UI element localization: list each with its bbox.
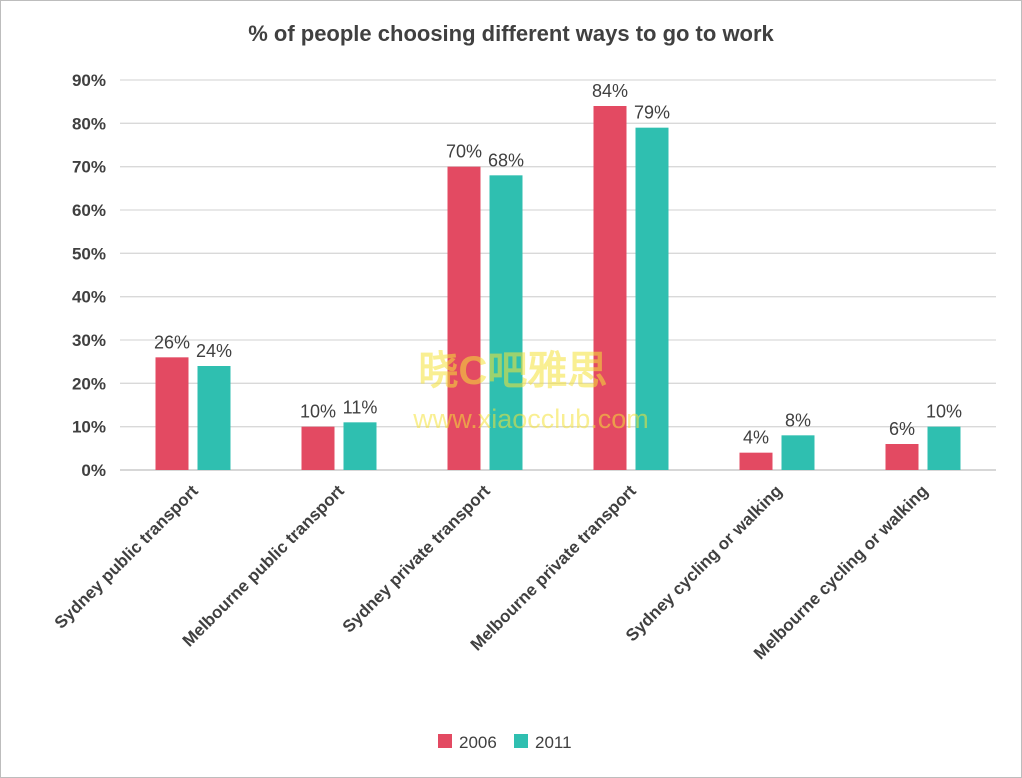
data-label: 4%: [743, 428, 769, 448]
y-axis-ticks: 0% 10% 20% 30% 40% 50% 60% 70% 80% 90%: [72, 71, 106, 480]
y-tick-label: 80%: [72, 114, 106, 133]
legend-swatch-2006: [438, 734, 452, 748]
legend: 2006 2011: [438, 733, 572, 752]
bar-2011: [927, 426, 961, 470]
data-label: 79%: [634, 103, 670, 123]
data-label: 26%: [154, 332, 190, 352]
data-label: 10%: [926, 402, 962, 422]
bar-2011: [635, 127, 669, 471]
x-tick-label: Melbourne private transport: [467, 481, 640, 654]
x-tick-label: Sydney cycling or walking: [622, 481, 786, 645]
y-tick-label: 40%: [72, 288, 106, 307]
data-label: 68%: [488, 150, 524, 170]
data-label: 8%: [785, 410, 811, 430]
data-label: 84%: [592, 81, 628, 101]
y-tick-label: 90%: [72, 71, 106, 90]
data-label: 70%: [446, 142, 482, 162]
bar-2011: [197, 366, 231, 470]
watermark-text: 晓C吧雅思: [419, 349, 608, 393]
watermark: 晓C吧雅思 www.xiaocclub.com: [412, 349, 649, 434]
chart-title: % of people choosing different ways to g…: [248, 21, 774, 46]
bar-2006: [301, 426, 335, 470]
y-tick-label: 70%: [72, 158, 106, 177]
y-tick-label: 10%: [72, 418, 106, 437]
data-label: 11%: [343, 397, 378, 417]
y-tick-label: 20%: [72, 374, 106, 393]
legend-label: 2006: [459, 733, 497, 752]
y-tick-label: 60%: [72, 201, 106, 220]
bar-2011: [489, 175, 523, 471]
watermark-url: www.xiaocclub.com: [412, 404, 649, 434]
data-label: 24%: [196, 341, 232, 361]
y-tick-label: 30%: [72, 331, 106, 350]
x-tick-label: Sydney public transport: [51, 481, 202, 632]
bar-2006: [155, 357, 189, 470]
bar-2011: [343, 422, 377, 470]
gridlines: [120, 79, 996, 471]
legend-label: 2011: [535, 733, 572, 752]
y-tick-label: 50%: [72, 244, 106, 263]
legend-swatch-2011: [514, 734, 528, 748]
bar-2006: [739, 452, 773, 470]
bar-2006: [593, 106, 627, 470]
data-label: 6%: [889, 419, 915, 439]
bar-2006: [885, 444, 919, 470]
y-tick-label: 0%: [81, 461, 106, 480]
x-tick-label: Sydney private transport: [339, 481, 494, 636]
bar-2006: [447, 166, 481, 470]
data-label: 10%: [300, 402, 336, 422]
x-tick-label: Melbourne public transport: [179, 481, 348, 650]
bars: 26% 24% 10% 11% 70% 68% 84% 79% 4% 8% 6% 10%: [154, 81, 962, 471]
x-tick-label: Melbourne cycling or walking: [750, 481, 932, 663]
bar-2011: [781, 435, 815, 470]
